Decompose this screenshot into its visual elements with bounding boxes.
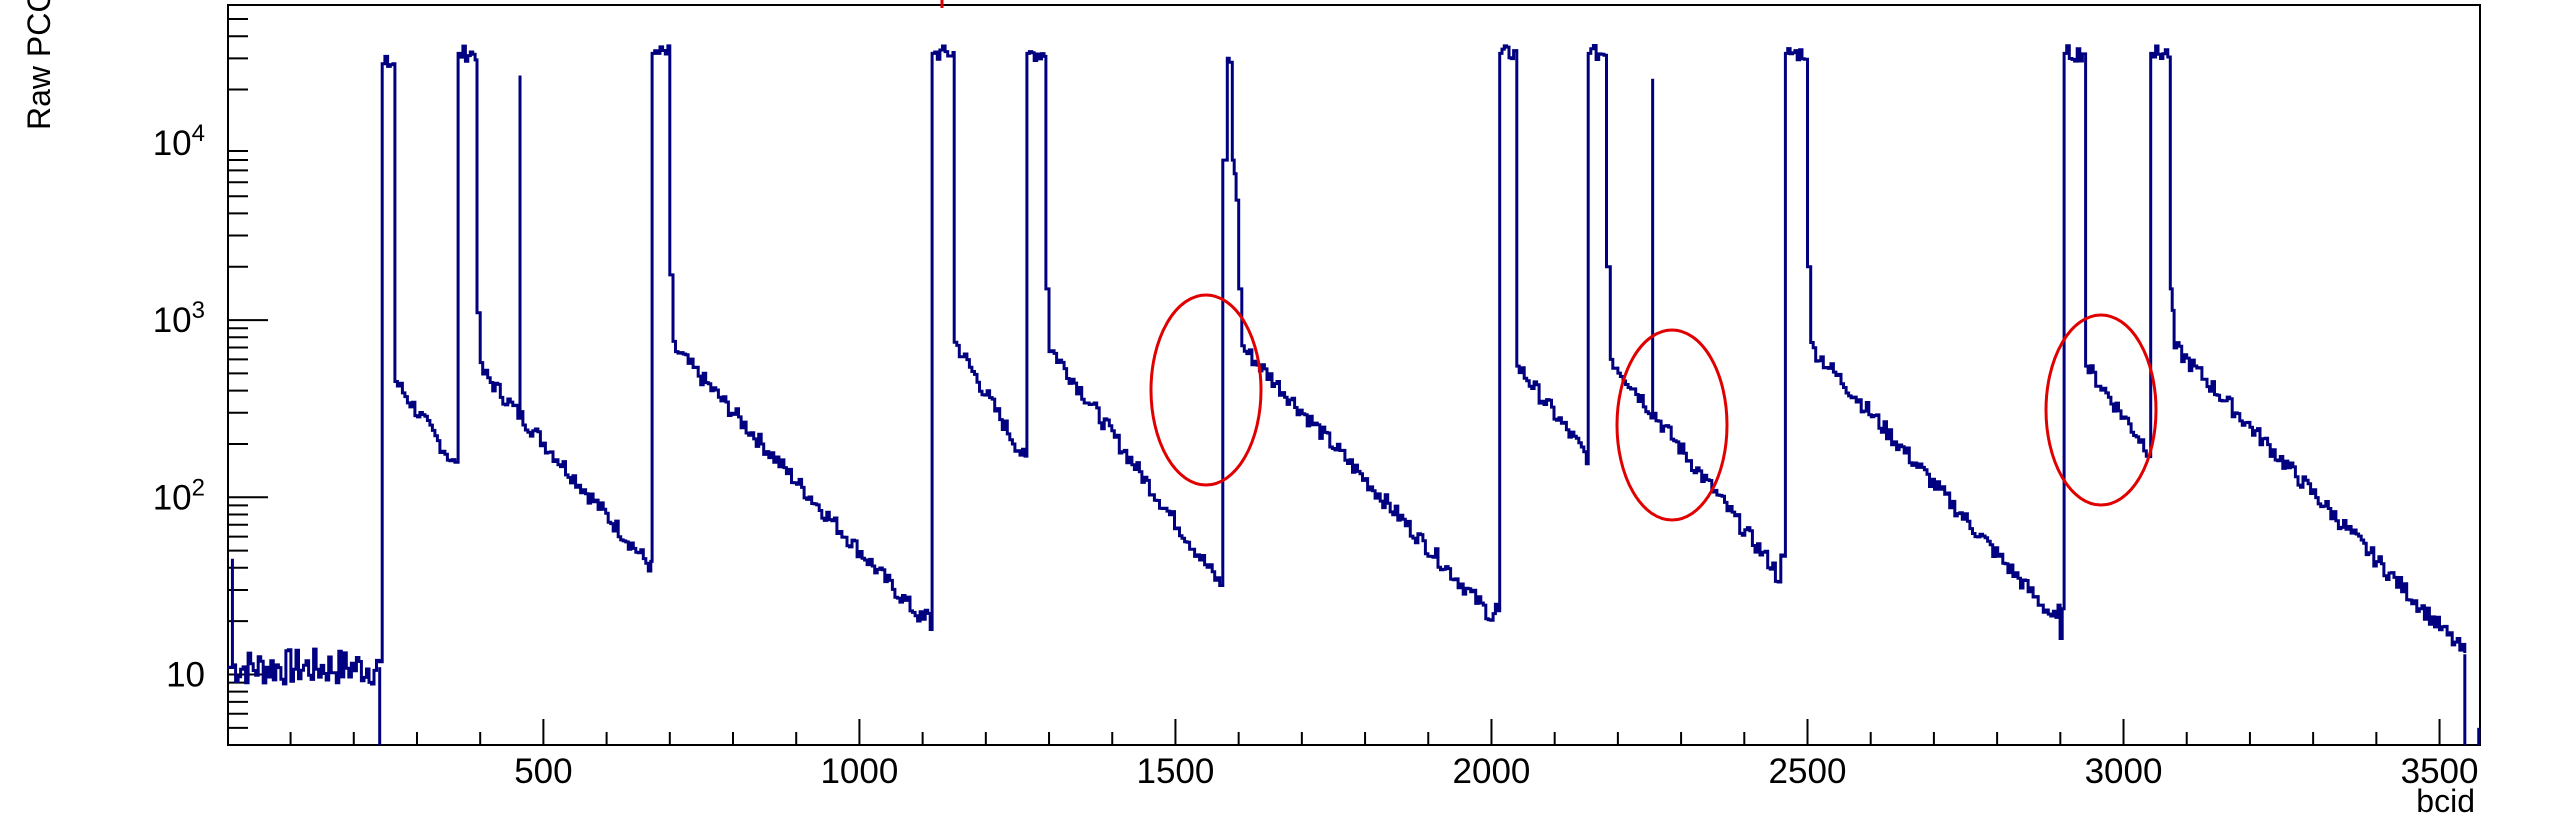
ticks-layer — [228, 4, 2441, 746]
y-axis-title: Raw PCC — [21, 0, 57, 130]
plot-frame — [227, 4, 2481, 746]
series-layer — [228, 44, 2481, 745]
highlight-ellipse — [1615, 328, 1729, 522]
x-tick-label: 3500 — [2401, 752, 2479, 791]
raw-pcc-series-line — [228, 44, 2467, 686]
y-tick-label: 103 — [153, 297, 205, 340]
y-tick-label: 10 — [166, 655, 205, 694]
highlight-ellipse — [1149, 293, 1263, 487]
x-axis-title: bcid — [2416, 783, 2475, 819]
annotation-layer — [940, 0, 2158, 522]
x-tick-label: 2500 — [1769, 752, 1847, 791]
x-tick-label: 500 — [514, 752, 572, 791]
x-tick-label: 3000 — [2085, 752, 2163, 791]
highlight-ellipse — [2044, 313, 2158, 507]
x-tick-label: 1000 — [820, 752, 898, 791]
labels-layer: 500 1000 1500 2000 2500 3000 3500 10 102 103 104 — [153, 120, 2479, 791]
y-tick-label: 102 — [153, 474, 205, 517]
x-tick-label: 1500 — [1137, 752, 1215, 791]
y-tick-label: 104 — [153, 120, 205, 163]
x-tick-label: 2000 — [1453, 752, 1531, 791]
